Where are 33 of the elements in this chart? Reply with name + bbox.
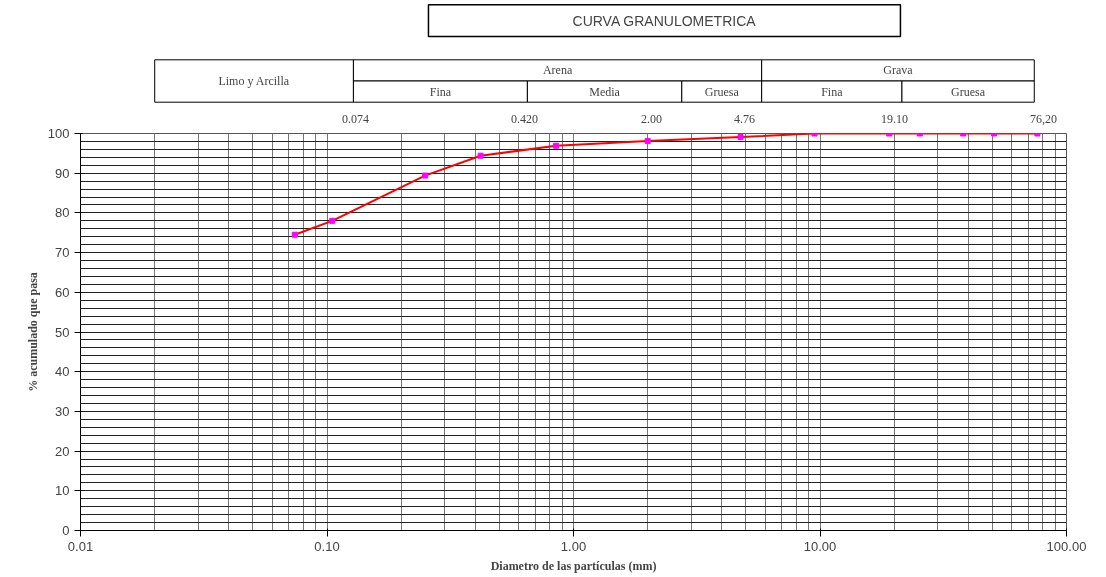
text: 2.00 bbox=[641, 112, 662, 127]
y-tick-label: 80 bbox=[55, 205, 70, 221]
y-tick-label: 90 bbox=[55, 165, 70, 181]
text: 0.074 bbox=[342, 112, 369, 127]
x-tick-label: 100.00 bbox=[1046, 538, 1087, 554]
text: Gruesa bbox=[704, 84, 740, 99]
x-tick-label: 0.01 bbox=[67, 538, 94, 554]
text: Fina bbox=[429, 84, 452, 99]
y-tick-label: 60 bbox=[55, 284, 70, 300]
text: 76,20 bbox=[1030, 112, 1057, 127]
text: 4.76 bbox=[734, 112, 755, 127]
x-tick-label: 0.10 bbox=[314, 538, 340, 554]
y-tick-label: 10 bbox=[55, 483, 70, 499]
y-tick-label: 50 bbox=[55, 324, 70, 340]
x-axis-title: Diametro de las partículas (mm) bbox=[490, 558, 657, 573]
text: Limo y Arcilla bbox=[218, 74, 290, 89]
y-tick-label: 70 bbox=[55, 245, 70, 261]
x-tick-label: 10.00 bbox=[803, 538, 837, 554]
text: Arena bbox=[542, 63, 573, 78]
y-tick-label: 40 bbox=[55, 364, 70, 380]
y-tick-label: 30 bbox=[55, 403, 70, 419]
x-tick-label: 1.00 bbox=[560, 538, 587, 554]
y-tick-label: 20 bbox=[55, 443, 70, 459]
y-tick-label: 0 bbox=[62, 523, 70, 538]
text: 19.10 bbox=[881, 112, 908, 127]
text: Grava bbox=[883, 63, 914, 78]
y-tick-label: 100 bbox=[47, 126, 70, 141]
text: Media bbox=[589, 84, 621, 99]
y-axis-title: % acumulado que pasa bbox=[25, 272, 40, 392]
text: 0.420 bbox=[511, 112, 538, 127]
text: Fina bbox=[821, 84, 844, 99]
text: Gruesa bbox=[951, 84, 986, 99]
chart-title: CURVA GRANULOMETRICA bbox=[572, 12, 757, 29]
